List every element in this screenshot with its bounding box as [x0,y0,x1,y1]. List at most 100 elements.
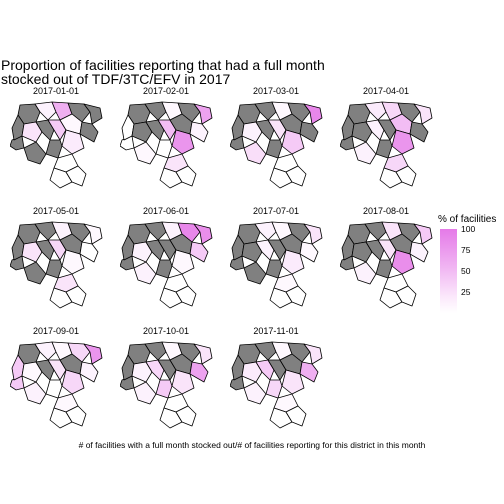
district-shape [34,101,57,121]
district-shape [281,129,305,155]
district-shape [287,102,311,123]
district-map [340,221,433,309]
district-shape [231,114,245,141]
plot-title: Proportion of facilities reporting that … [1,57,325,87]
district-shape [395,165,417,187]
district-shape [241,121,263,143]
district-shape [11,234,25,261]
district-shape [79,241,99,263]
caption: # of facilities with a full month stocke… [78,440,426,450]
district-shape [133,261,157,285]
district-shape [303,343,323,365]
panel-date-label: 2017-01-01 [32,86,80,96]
district-shape [377,119,397,141]
district-map [10,101,103,189]
district-map [10,221,103,309]
district-shape [175,165,197,187]
district-shape [254,221,277,241]
district-shape [413,223,433,245]
district-shape [341,114,355,141]
district-shape [21,241,43,263]
district-shape [65,405,87,427]
district-shape [65,165,87,187]
district-shape [131,121,153,143]
district-shape [409,241,429,263]
panel-date-label: 2017-11-01 [253,326,299,336]
district-shape [391,249,415,275]
district-shape [409,121,429,143]
legend-tick-label: 25 [461,287,471,297]
panel-date-label: 2017-09-01 [32,326,80,336]
district-shape [45,379,63,399]
district-shape [67,222,91,243]
legend-tick-label: 75 [461,245,471,255]
district-shape [177,102,201,123]
district-shape [303,223,323,245]
district-shape [23,141,47,165]
district-shape [189,241,209,263]
district-shape [133,381,157,405]
district-shape [145,119,165,141]
district-shape [391,129,415,155]
district-shape [175,405,197,427]
district-shape [351,241,373,263]
district-shape [267,359,287,381]
district-shape [67,102,91,123]
district-map [230,341,323,429]
district-shape [231,234,245,261]
district-shape [397,222,421,243]
panel-date-label: 2017-07-01 [252,206,300,216]
district-shape [375,139,393,159]
district-shape [413,103,433,125]
district-shape [67,342,91,363]
district-shape [193,103,213,125]
district-shape [285,405,307,427]
district-shape [34,341,57,361]
district-map [120,101,213,189]
district-shape [21,121,43,143]
district-shape [175,285,197,307]
district-shape [281,369,305,395]
district-shape [231,354,245,381]
district-shape [23,261,47,285]
district-shape [144,341,167,361]
district-shape [265,379,283,399]
district-map [120,341,213,429]
district-shape [131,241,153,263]
district-shape [397,102,421,123]
district-shape [121,354,135,381]
district-shape [61,129,85,155]
district-shape [35,239,55,261]
district-shape [287,342,311,363]
district-shape [255,239,275,261]
district-shape [189,121,209,143]
district-shape [243,141,267,165]
district-shape [45,139,63,159]
district-shape [243,261,267,285]
district-shape [193,343,213,365]
district-shape [83,343,103,365]
district-map [10,341,103,429]
district-map [120,221,213,309]
district-shape [61,249,85,275]
district-shape [157,359,177,381]
district-shape [34,221,57,241]
district-shape [395,285,417,307]
district-map [230,101,323,189]
panel-date-label: 2017-08-01 [362,206,410,216]
district-shape [351,121,373,143]
district-shape [285,285,307,307]
district-shape [65,285,87,307]
district-shape [47,359,67,381]
legend-tick-label: 100 [461,224,476,234]
panel-date-label: 2017-05-01 [32,206,80,216]
district-shape [121,114,135,141]
district-shape [364,221,387,241]
district-shape [131,361,153,383]
district-shape [303,103,323,125]
district-shape [45,259,63,279]
district-shape [121,234,135,261]
district-shape [364,101,387,121]
district-shape [171,129,195,155]
district-shape [243,381,267,405]
